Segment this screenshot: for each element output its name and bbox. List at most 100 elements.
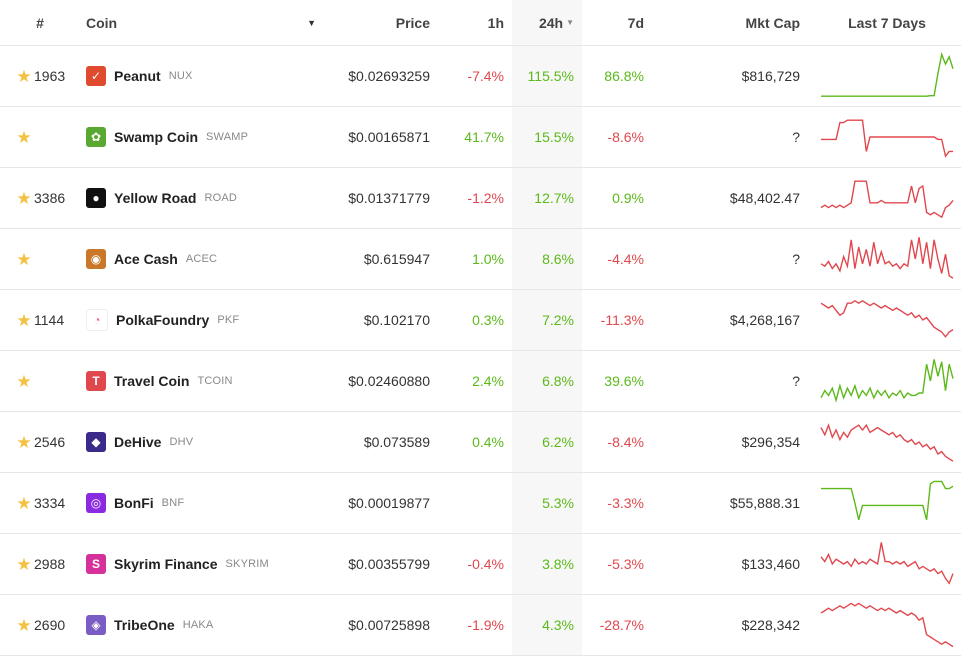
sparkline-chart (812, 168, 961, 228)
favorite-star-icon[interactable]: ★ (16, 554, 32, 574)
price-cell: $0.615947 (363, 251, 430, 267)
coin-cell[interactable]: ✓ Peanut NUX (86, 46, 316, 106)
price-header[interactable]: Price (395, 14, 430, 31)
sparkline-line (820, 299, 954, 338)
price-cell: $0.00019877 (348, 495, 430, 511)
h1-header[interactable]: 1h (487, 14, 504, 31)
table-row[interactable]: ★ ✿ Swamp Coin SWAMP $0.00165871 41.7% 1… (0, 107, 961, 168)
coin-name[interactable]: TribeOne (114, 617, 175, 633)
rank-value: 2546 (34, 434, 66, 450)
coin-symbol: HAKA (182, 619, 214, 631)
coin-cell[interactable]: T Travel Coin TCOIN (86, 351, 316, 411)
d7-change: 86.8% (604, 68, 644, 84)
d7-change: 39.6% (604, 373, 644, 389)
coin-cell[interactable]: ◎ BonFi BNF (86, 473, 316, 533)
sparkline-chart (812, 290, 961, 350)
coin-symbol: ROAD (204, 192, 238, 204)
coin-logo-icon: ✓ (86, 66, 106, 86)
rank-cell: 2546 (34, 412, 74, 472)
coin-cell[interactable]: ◉ Ace Cash ACEC (86, 229, 316, 289)
h24-change: 4.3% (512, 595, 582, 655)
market-cap: $55,888.31 (729, 495, 800, 511)
market-cap: $296,354 (741, 434, 800, 450)
market-cap: ? (792, 251, 800, 267)
table-row[interactable]: ★ T Travel Coin TCOIN $0.02460880 2.4% 6… (0, 351, 961, 412)
table-row[interactable]: ★ 2988 S Skyrim Finance SKYRIM $0.003557… (0, 534, 961, 595)
coin-name[interactable]: Skyrim Finance (114, 556, 218, 572)
h24-change: 15.5% (512, 107, 582, 167)
sparkline-line (821, 480, 954, 520)
table-row[interactable]: ★ 3334 ◎ BonFi BNF $0.00019877 5.3% -3.3… (0, 473, 961, 534)
rank-cell: 3334 (34, 473, 74, 533)
h24-header[interactable]: 24h ▼ (512, 0, 582, 45)
table-header: # Coin ▼ Price 1h 24h ▼ 7d Mkt Cap Last … (0, 0, 961, 46)
sparkline-svg (820, 602, 954, 648)
favorite-star-icon[interactable]: ★ (16, 493, 32, 513)
table-body: ★ 1963 ✓ Peanut NUX $0.02693259 -7.4% 11… (0, 46, 961, 656)
table-row[interactable]: ★ ◉ Ace Cash ACEC $0.615947 1.0% 8.6% -4… (0, 229, 961, 290)
coin-cell[interactable]: ● Yellow Road ROAD (86, 168, 316, 228)
rank-value: 1144 (34, 312, 65, 328)
sparkline-svg (820, 542, 954, 585)
table-row[interactable]: ★ 2690 ◈ TribeOne HAKA $0.00725898 -1.9%… (0, 595, 961, 656)
d7-change: -8.4% (607, 434, 644, 450)
favorite-star-icon[interactable]: ★ (16, 66, 32, 86)
coin-name[interactable]: Swamp Coin (114, 129, 199, 145)
coin-cell[interactable]: ◆ DeHive DHV (86, 412, 316, 472)
favorite-star-icon[interactable]: ★ (16, 127, 32, 147)
coin-name[interactable]: Ace Cash (114, 251, 178, 267)
coin-cell[interactable]: ◈ TribeOne HAKA (86, 595, 316, 655)
coin-name[interactable]: PolkaFoundry (116, 312, 210, 328)
h24-change: 115.5% (512, 46, 582, 106)
sparkline-chart (812, 412, 961, 472)
coin-logo-icon: ◈ (86, 615, 106, 635)
h1-change: 0.3% (472, 312, 504, 328)
coin-logo-icon: ● (86, 188, 106, 208)
coin-name[interactable]: Peanut (114, 68, 161, 84)
favorite-star-icon[interactable]: ★ (16, 310, 32, 330)
sparkline-line (820, 423, 954, 462)
coin-symbol: BNF (161, 497, 185, 509)
coin-cell[interactable]: S Skyrim Finance SKYRIM (86, 534, 316, 594)
d7-header[interactable]: 7d (627, 14, 644, 31)
price-cell: $0.02693259 (348, 68, 430, 84)
favorite-star-icon[interactable]: ★ (16, 615, 32, 635)
favorite-star-icon[interactable]: ★ (16, 371, 32, 391)
sparkline-svg (821, 119, 953, 158)
table-row[interactable]: ★ 3386 ● Yellow Road ROAD $0.01371779 -1… (0, 168, 961, 229)
sparkline-line (821, 119, 953, 158)
rank-header[interactable]: # (36, 14, 44, 31)
coin-name[interactable]: Travel Coin (114, 373, 190, 389)
table-row[interactable]: ★ 1963 ✓ Peanut NUX $0.02693259 -7.4% 11… (0, 46, 961, 107)
table-row[interactable]: ★ 1144 ◔ PolkaFoundry PKF $0.102170 0.3%… (0, 290, 961, 351)
rank-value: 2690 (34, 617, 66, 633)
coin-cell[interactable]: ◔ PolkaFoundry PKF (86, 290, 316, 350)
d7-change: -4.4% (607, 251, 644, 267)
favorite-star-icon[interactable]: ★ (16, 432, 32, 452)
sparkline-line (820, 359, 954, 403)
rank-cell: 2988 (34, 534, 74, 594)
market-cap: $4,268,167 (729, 312, 800, 328)
coin-name[interactable]: Yellow Road (114, 190, 197, 206)
coin-symbol: PKF (217, 314, 240, 326)
sparkline-line (820, 602, 954, 648)
d7-change: -11.3% (600, 312, 644, 328)
rank-value: 3334 (34, 495, 66, 511)
coin-symbol: TCOIN (197, 375, 233, 387)
favorite-star-icon[interactable]: ★ (16, 249, 32, 269)
rank-value: 3386 (34, 190, 66, 206)
coin-name[interactable]: DeHive (114, 434, 162, 450)
price-cell: $0.01371779 (348, 190, 430, 206)
rank-cell: 2690 (34, 595, 74, 655)
sparkline-chart (812, 229, 961, 289)
coin-header[interactable]: Coin ▼ (86, 0, 316, 45)
h1-change: -1.9% (467, 617, 504, 633)
d7-change: 0.9% (612, 190, 644, 206)
coin-cell[interactable]: ✿ Swamp Coin SWAMP (86, 107, 316, 167)
favorite-star-icon[interactable]: ★ (16, 188, 32, 208)
caret-down-icon[interactable]: ▼ (307, 17, 316, 28)
mcap-header[interactable]: Mkt Cap (745, 14, 800, 31)
sparkline-svg (821, 51, 954, 97)
coin-name[interactable]: BonFi (114, 495, 154, 511)
table-row[interactable]: ★ 2546 ◆ DeHive DHV $0.073589 0.4% 6.2% … (0, 412, 961, 473)
